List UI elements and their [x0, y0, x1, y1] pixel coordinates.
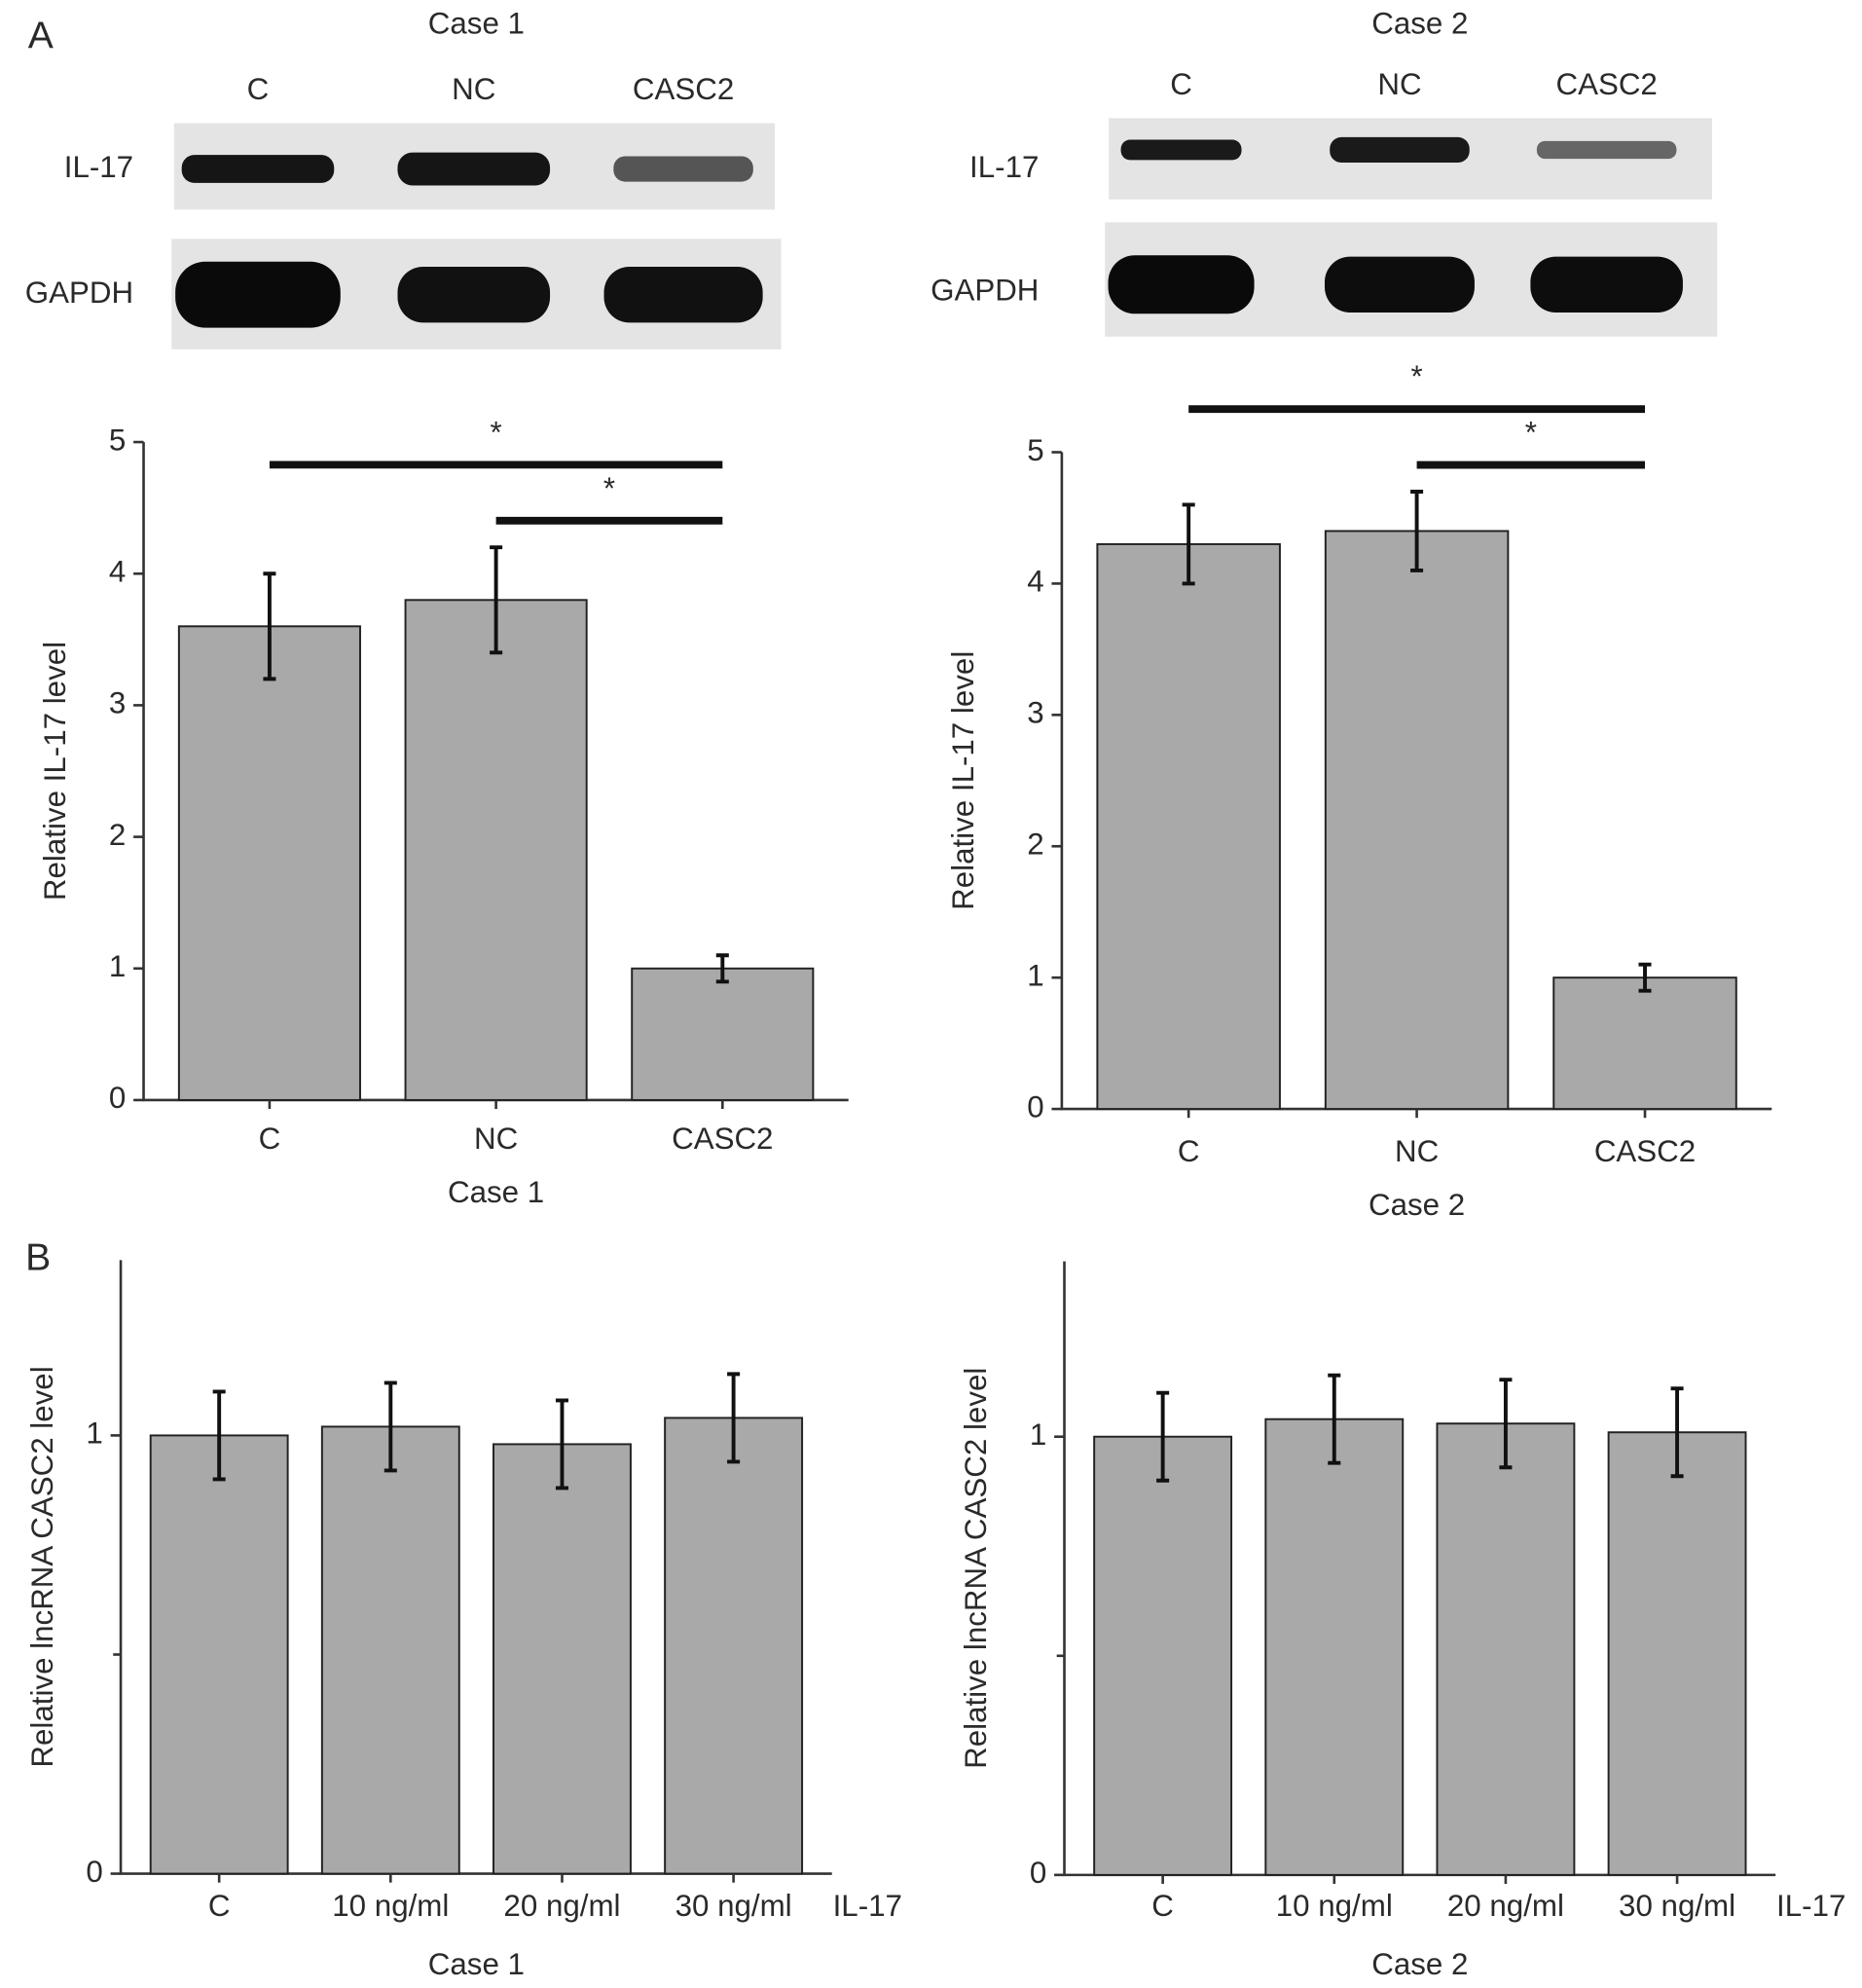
y-axis-label: Relative lncRNA CASC2 level [25, 1366, 59, 1767]
blot-band [1330, 136, 1470, 164]
y-tick-label: 5 [1027, 433, 1043, 467]
x-axis-label: Case 2 [1371, 1947, 1468, 1981]
lane-label: C [247, 72, 270, 106]
blot-band [1108, 255, 1255, 314]
x-tick-label: 10 ng/ml [1276, 1889, 1393, 1923]
lane-label: NC [452, 72, 495, 106]
x-tick-label: 20 ng/ml [1447, 1889, 1564, 1923]
error-bar [715, 953, 729, 984]
error-bar [1410, 490, 1424, 572]
error-bar [212, 1389, 226, 1482]
y-tick-label: 0 [86, 1855, 102, 1889]
bar [1093, 1435, 1233, 1876]
bar [1607, 1431, 1747, 1876]
bar [320, 1425, 460, 1875]
x-tick-label: 20 ng/ml [503, 1889, 620, 1923]
significance-label: * [603, 471, 615, 505]
x-tick-label: C [1178, 1134, 1200, 1168]
y-tick-label: 2 [109, 818, 126, 852]
x-tick-label: 10 ng/ml [332, 1889, 449, 1923]
blot-band [1324, 256, 1475, 313]
y-tick-label: 3 [109, 686, 126, 720]
error-bar [1638, 962, 1652, 993]
bar [631, 967, 815, 1101]
x-tick-label: 30 ng/ml [675, 1889, 792, 1923]
y-axis-label: Relative lncRNA CASC2 level [959, 1368, 993, 1769]
row-label: IL-17 [969, 150, 1039, 184]
error-bar [555, 1398, 568, 1491]
y-tick-label: 4 [1027, 565, 1043, 599]
lane-label: CASC2 [1555, 67, 1657, 101]
y-axis-label: Relative IL-17 level [38, 642, 72, 901]
error-bar [1156, 1390, 1170, 1483]
blot-band [397, 152, 551, 186]
significance-label: * [1410, 359, 1422, 393]
y-tick-label: 1 [109, 949, 126, 983]
significance-label: * [1525, 416, 1537, 450]
bar [1096, 542, 1281, 1111]
y-tick-label: 1 [86, 1417, 102, 1451]
x-tick-label: 30 ng/ml [1619, 1889, 1735, 1923]
x-axis-label: Case 2 [1369, 1188, 1465, 1222]
y-tick-label: 4 [109, 555, 126, 589]
bar [1324, 530, 1510, 1111]
y-tick-label: 2 [1027, 828, 1043, 862]
bar [493, 1443, 632, 1875]
y-tick-label: 3 [1027, 696, 1043, 730]
error-bar [1328, 1373, 1341, 1465]
x-unit-label: IL-17 [833, 1889, 902, 1923]
panel-label: B [25, 1237, 51, 1279]
error-bar [490, 545, 503, 655]
bar [1436, 1422, 1576, 1876]
x-tick-label: C [259, 1122, 281, 1156]
y-tick-label: 1 [1030, 1417, 1046, 1452]
x-tick-label: CASC2 [672, 1122, 773, 1156]
lane-label: NC [1377, 67, 1421, 101]
x-tick-label: CASC2 [1594, 1134, 1696, 1168]
y-tick-label: 0 [1027, 1089, 1043, 1123]
error-bar [1499, 1378, 1513, 1470]
x-tick-label: C [1151, 1889, 1174, 1923]
error-bar [1182, 502, 1195, 586]
blot-band [1530, 256, 1683, 313]
blot-band [181, 155, 335, 183]
blot-band [1120, 139, 1242, 161]
bar [1264, 1417, 1405, 1876]
error-bar [1670, 1386, 1684, 1479]
blot-band [1536, 140, 1677, 160]
y-tick-label: 1 [1027, 958, 1043, 992]
x-tick-label: NC [474, 1122, 518, 1156]
blot-title: Case 1 [428, 6, 525, 40]
lane-label: CASC2 [633, 72, 734, 106]
blot-band [613, 156, 753, 182]
x-axis-label: Case 1 [428, 1947, 525, 1981]
error-bar [727, 1372, 741, 1464]
x-tick-label: C [208, 1889, 231, 1923]
x-axis-label: Case 1 [448, 1175, 544, 1209]
row-label: GAPDH [25, 276, 133, 310]
blot-title: Case 2 [1371, 6, 1468, 40]
y-tick-label: 0 [109, 1081, 126, 1115]
blot-band [603, 267, 763, 323]
blot-band [175, 261, 341, 328]
row-label: GAPDH [931, 273, 1039, 307]
y-tick-label: 0 [1030, 1856, 1046, 1890]
bar [1552, 976, 1737, 1111]
x-unit-label: IL-17 [1776, 1889, 1845, 1923]
lane-label: C [1170, 67, 1192, 101]
row-label: IL-17 [64, 150, 133, 184]
bar [177, 625, 361, 1101]
panel-label: A [28, 15, 55, 56]
error-bar [263, 571, 276, 681]
error-bar [383, 1381, 397, 1473]
significance-label: * [491, 415, 502, 449]
y-tick-label: 5 [109, 423, 126, 457]
bar [404, 599, 588, 1101]
x-tick-label: NC [1395, 1134, 1439, 1168]
blot-band [397, 267, 551, 323]
bar [664, 1417, 804, 1875]
y-axis-label: Relative IL-17 level [946, 651, 980, 910]
bar [149, 1434, 289, 1875]
